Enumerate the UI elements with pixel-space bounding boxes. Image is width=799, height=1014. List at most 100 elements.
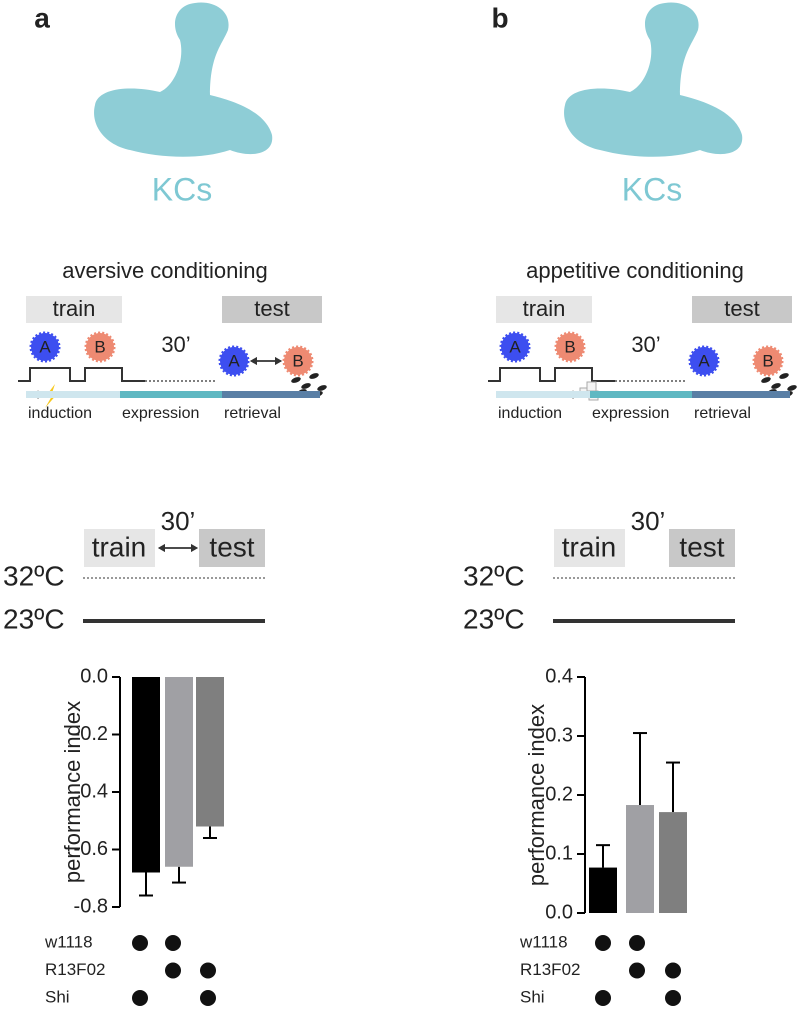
genotype-label: w1118 [44, 932, 93, 951]
phase-bar [222, 391, 320, 398]
phase-label: retrieval [224, 405, 281, 422]
fly [309, 373, 319, 379]
region-label: KCs [622, 171, 682, 207]
odor-label: A [698, 351, 710, 370]
phase-bar [590, 391, 692, 398]
panel-label: b [491, 2, 508, 33]
fly [317, 385, 327, 391]
genotype-label: R13F02 [520, 960, 580, 979]
timeline [488, 367, 615, 382]
fly [761, 377, 771, 383]
train-label: train [53, 296, 96, 321]
kc-shape [94, 2, 273, 157]
genotype-dot [629, 935, 645, 951]
temp-high: 32ºC [463, 560, 525, 591]
odor [218, 345, 250, 377]
odor [29, 331, 61, 363]
phase-label: induction [28, 405, 92, 422]
temp-train-box [84, 529, 155, 567]
genotype-dot [595, 990, 611, 1006]
phase-label: expression [592, 405, 669, 422]
phase-label: retrieval [694, 405, 751, 422]
temp-train-box [554, 529, 625, 567]
bar [165, 677, 193, 867]
panel: b KCs appetitive conditioning train test A B 30… [463, 2, 797, 634]
temp-interval: 30’ [631, 506, 666, 536]
genotype-dot [165, 935, 181, 951]
temp-test: test [679, 531, 724, 562]
interval-label: 30’ [631, 332, 660, 357]
temp-test-box [199, 529, 265, 567]
genotype-dot [595, 935, 611, 951]
train-box [26, 296, 122, 323]
temp-train: train [92, 531, 146, 562]
bar [132, 677, 160, 873]
arrow-head [250, 357, 282, 365]
odor [554, 331, 586, 363]
odor-label: A [39, 337, 51, 356]
odor-label: B [762, 351, 773, 370]
protocol-title: appetitive conditioning [526, 258, 744, 283]
phase-bar [120, 391, 222, 398]
genotype-label: R13F02 [45, 960, 105, 979]
bar [659, 812, 687, 913]
y-tick-label: 0.0 [80, 665, 108, 687]
odor-label: B [94, 337, 105, 356]
genotype-label: Shi [520, 987, 545, 1006]
y-tick-label: 0.4 [545, 665, 573, 687]
temp-test-box [669, 529, 735, 567]
test-label: test [254, 296, 289, 321]
temp-interval: 30’ [161, 506, 196, 536]
train-label: train [523, 296, 566, 321]
interval-label: 30’ [161, 332, 190, 357]
genotype-dot [629, 962, 645, 979]
test-box [222, 296, 322, 323]
genotype-label: w1118 [519, 932, 568, 951]
sugar-cube [586, 381, 597, 392]
temp-test: test [209, 531, 254, 562]
y-tick-label: 0.0 [545, 901, 573, 923]
phase-bar [692, 391, 790, 398]
odor-label: B [292, 351, 303, 370]
fly [291, 377, 301, 383]
timeline [18, 367, 145, 382]
genotype-dot [132, 990, 148, 1006]
fly [779, 373, 789, 379]
temp-low: 23ºC [463, 603, 525, 634]
phase-label: induction [498, 405, 562, 422]
fly [787, 385, 797, 391]
y-tick-label: -0.2 [74, 723, 108, 745]
bar [626, 805, 654, 913]
y-tick-label: -0.4 [74, 780, 108, 802]
bar [196, 677, 224, 827]
y-tick-label: 0.1 [545, 842, 573, 864]
odor-label: B [564, 337, 575, 356]
odor [282, 345, 314, 377]
bar [589, 867, 617, 913]
y-axis-label: performance index [524, 704, 549, 886]
genotype-label: Shi [45, 987, 70, 1006]
temp-train: train [562, 531, 616, 562]
odor [84, 331, 116, 363]
odor [688, 345, 720, 377]
odor-label: A [509, 337, 521, 356]
y-axis-label: performance index [60, 701, 85, 883]
odor [752, 345, 784, 377]
genotype-dot [132, 935, 148, 951]
temp-low: 23ºC [3, 603, 65, 634]
protocol-title: aversive conditioning [62, 258, 267, 283]
fly [771, 383, 781, 389]
genotype-dot [165, 962, 181, 979]
genotype-dot [665, 962, 681, 979]
y-tick-label: -0.6 [74, 838, 108, 860]
panel-label: a [34, 2, 50, 33]
fly [301, 383, 311, 389]
genotype-dot [200, 962, 216, 979]
y-tick-label: 0.2 [545, 783, 573, 805]
test-label: test [724, 296, 759, 321]
y-tick-label: -0.8 [74, 895, 108, 917]
odor-label: A [228, 351, 240, 370]
phase-label: expression [122, 405, 199, 422]
